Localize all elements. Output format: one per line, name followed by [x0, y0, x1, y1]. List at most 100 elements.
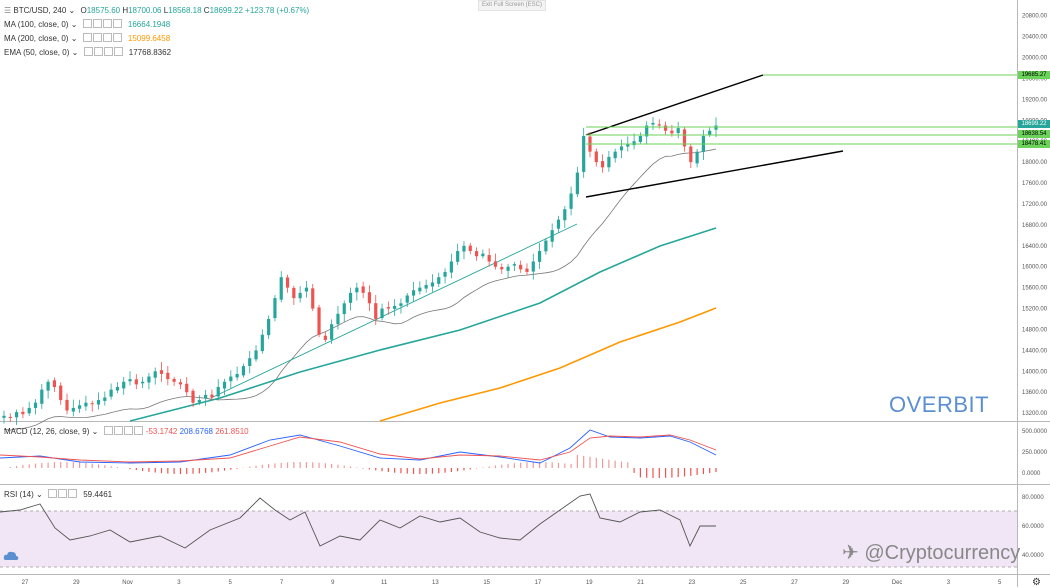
candle-body: [166, 372, 170, 380]
price-tick-label: 15200.00: [1022, 307, 1048, 313]
settings-icon[interactable]: [57, 489, 67, 498]
candle-body: [103, 397, 107, 401]
price-tick-label: 18000.00: [1022, 160, 1048, 166]
candle-body: [626, 143, 630, 147]
more-icon[interactable]: [112, 19, 122, 28]
ma200-line[interactable]: [379, 307, 717, 422]
candle-body: [84, 402, 88, 407]
candle-body: [468, 245, 472, 252]
indicator-controls[interactable]: [82, 33, 123, 44]
candle-body: [663, 125, 668, 131]
close-icon[interactable]: [123, 426, 133, 435]
exit-fullscreen-button[interactable]: Exit Full Screen (ESC): [478, 0, 547, 11]
close-icon[interactable]: [102, 19, 112, 28]
more-icon[interactable]: [133, 426, 143, 435]
wedge-lower-line[interactable]: [585, 150, 844, 198]
settings-icon[interactable]: [92, 19, 102, 28]
macd-line[interactable]: [0, 429, 717, 464]
more-icon[interactable]: [113, 47, 123, 56]
indicator-legend-ema50[interactable]: EMA (50, close, 0) ⌄ 17768.8362: [4, 47, 171, 58]
indicator-controls[interactable]: [83, 47, 124, 58]
candle-body: [638, 135, 642, 142]
settings-icon[interactable]: [92, 33, 102, 42]
price-tick-label: 19600.00: [1022, 76, 1048, 82]
indicator-label[interactable]: EMA (50, close, 0): [4, 48, 70, 57]
time-tick-label: 29: [842, 580, 849, 586]
macd-hist-value: -53.1742: [145, 427, 178, 436]
candle-body: [229, 376, 233, 382]
rsi-legend[interactable]: RSI (14) ⌄ 59.4461: [4, 489, 112, 500]
gear-icon[interactable]: ⚙: [1032, 577, 1041, 588]
price-tick-label: 20400.00: [1022, 35, 1048, 41]
indicator-controls[interactable]: [103, 426, 144, 437]
candle-body: [267, 319, 271, 336]
source-watermark: ✈ @Cryptocurrency: [842, 540, 1020, 565]
chevron-down-icon[interactable]: ⌄: [70, 20, 78, 29]
candle-body: [292, 287, 296, 299]
close-icon[interactable]: [67, 489, 77, 498]
rsi-line[interactable]: [0, 493, 716, 549]
settings-icon[interactable]: [93, 47, 103, 56]
chevron-down-icon[interactable]: ⌄: [91, 427, 99, 436]
candle-body: [456, 251, 460, 262]
candle-body: [298, 292, 302, 299]
more-icon[interactable]: [112, 33, 122, 42]
eye-icon[interactable]: [103, 426, 113, 435]
indicator-controls[interactable]: [82, 19, 123, 30]
support-trendline[interactable]: [210, 223, 578, 399]
indicator-legend-ma100[interactable]: MA (100, close, 0) ⌄ 16664.1948: [4, 19, 170, 30]
candle-body: [632, 141, 636, 146]
candle-body: [273, 298, 277, 319]
candle-body: [128, 379, 132, 382]
indicator-controls[interactable]: [47, 489, 78, 500]
candle-body: [645, 125, 649, 137]
open-label: O: [80, 6, 87, 15]
chevron-down-icon[interactable]: ⌄: [70, 34, 78, 43]
macd-legend[interactable]: MACD (12, 26, close, 9) ⌄ -53.1742 208.6…: [4, 426, 249, 437]
candle-body: [563, 209, 567, 221]
ema50-line[interactable]: [3, 148, 717, 431]
time-tick-label: 5: [229, 580, 233, 586]
indicator-legend-ma200[interactable]: MA (200, close, 0) ⌄ 15099.6458: [4, 33, 170, 44]
chevron-down-icon[interactable]: ⌄: [36, 490, 43, 499]
chevron-down-icon[interactable]: ⌄: [71, 48, 79, 57]
chevron-down-icon[interactable]: ⌄: [68, 6, 76, 15]
eye-icon[interactable]: [47, 489, 57, 498]
close-value: 18699.22: [209, 6, 243, 15]
eye-icon[interactable]: [82, 19, 92, 28]
candle-body: [78, 405, 82, 409]
close-icon[interactable]: [102, 33, 112, 42]
collapse-icon[interactable]: ☰: [4, 6, 12, 15]
candle-body: [714, 125, 718, 130]
main-pane[interactable]: [0, 0, 1017, 421]
time-tick-label: 3: [177, 580, 181, 586]
rsi-tick-label: 40.0000: [1022, 553, 1044, 559]
wedge-upper-line[interactable]: [585, 74, 764, 136]
indicator-label[interactable]: MA (100, close, 0): [4, 20, 69, 29]
candle-body: [122, 381, 126, 389]
macd-signal-line[interactable]: [0, 434, 717, 463]
watermark-text: @Cryptocurrency: [864, 542, 1021, 564]
eye-icon[interactable]: [82, 33, 92, 42]
high-value: 18700.06: [128, 6, 162, 15]
symbol-label[interactable]: BTC/USD, 240: [13, 6, 67, 15]
price-tick-label: 14800.00: [1022, 327, 1048, 333]
close-icon[interactable]: [103, 47, 113, 56]
cloud-icon[interactable]: [3, 550, 19, 562]
candle-body: [569, 193, 573, 209]
candle-body: [556, 219, 561, 229]
indicator-label[interactable]: MA (200, close, 0): [4, 34, 69, 43]
candle-body: [21, 411, 25, 415]
candle-body: [235, 373, 239, 378]
macd-label[interactable]: MACD (12, 26, close, 9): [4, 427, 90, 436]
symbol-legend[interactable]: ☰ BTC/USD, 240 ⌄ O18575.60 H18700.06 L18…: [4, 5, 309, 16]
candle-body: [317, 307, 321, 335]
rsi-label[interactable]: RSI (14): [4, 490, 34, 499]
time-tick-label: 27: [791, 580, 798, 586]
settings-icon[interactable]: [113, 426, 123, 435]
candle-body: [695, 151, 699, 164]
eye-icon[interactable]: [83, 47, 93, 56]
ma100-line[interactable]: [129, 227, 717, 422]
time-tick-label: 5: [998, 580, 1002, 586]
